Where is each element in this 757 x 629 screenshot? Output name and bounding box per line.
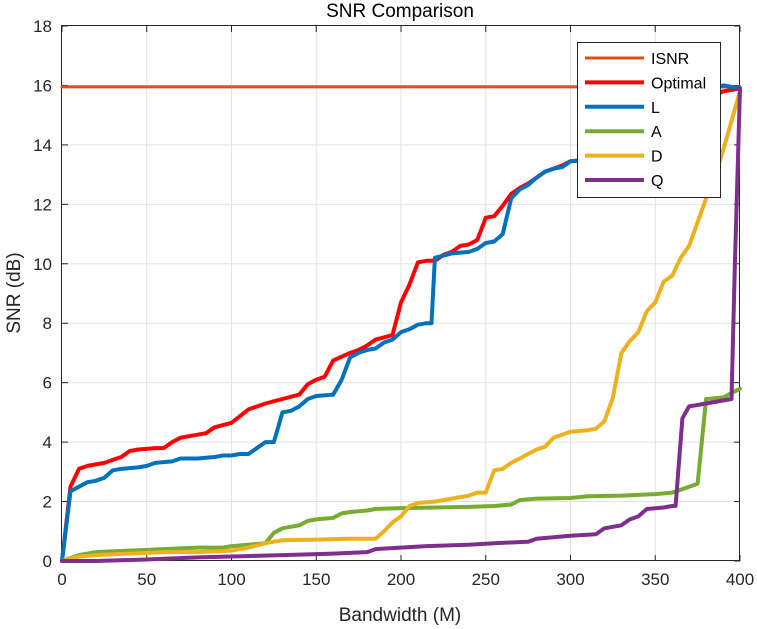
- series-line-q: [60, 86, 742, 563]
- y-tick-label: 6: [43, 374, 52, 393]
- legend-label: A: [651, 124, 662, 141]
- series-line-l: [60, 83, 742, 563]
- y-tick-label: 4: [43, 433, 52, 452]
- series-line-d: [60, 89, 742, 563]
- legend-label: D: [651, 149, 663, 166]
- series-lines: [60, 83, 742, 563]
- chart-title: SNR Comparison: [326, 1, 474, 22]
- legend-label: L: [651, 100, 660, 117]
- x-tick-label: 200: [387, 570, 415, 589]
- legend-box: [577, 42, 721, 198]
- x-tick-label: 300: [556, 570, 584, 589]
- y-tick-label: 2: [43, 493, 52, 512]
- y-tick-label: 0: [43, 552, 52, 571]
- x-axis-label: Bandwidth (M): [339, 605, 462, 626]
- x-tick-label: 350: [641, 570, 669, 589]
- legend-label: Optimal: [651, 75, 706, 92]
- y-tick-label: 12: [33, 195, 52, 214]
- x-tick-label: 250: [472, 570, 500, 589]
- x-tick-label: 150: [302, 570, 330, 589]
- y-tick-label: 18: [33, 17, 52, 36]
- x-tick-label: 50: [137, 570, 156, 589]
- x-tick-label: 100: [217, 570, 245, 589]
- x-tick-label: 400: [726, 570, 754, 589]
- y-axis-label: SNR (dB): [4, 252, 25, 333]
- legend-label: ISNR: [651, 51, 689, 68]
- y-tick-label: 10: [33, 255, 52, 274]
- x-tick-label: 0: [57, 570, 66, 589]
- y-tick-label: 16: [33, 76, 52, 95]
- legend-label: Q: [651, 173, 663, 190]
- y-tick-label: 14: [33, 136, 52, 155]
- y-tick-label: 8: [43, 314, 52, 333]
- axis-ticks: 0 50 100 150 200 250 300 350 400 0 2 4 6 8 10 12 14 16 18: [33, 17, 754, 589]
